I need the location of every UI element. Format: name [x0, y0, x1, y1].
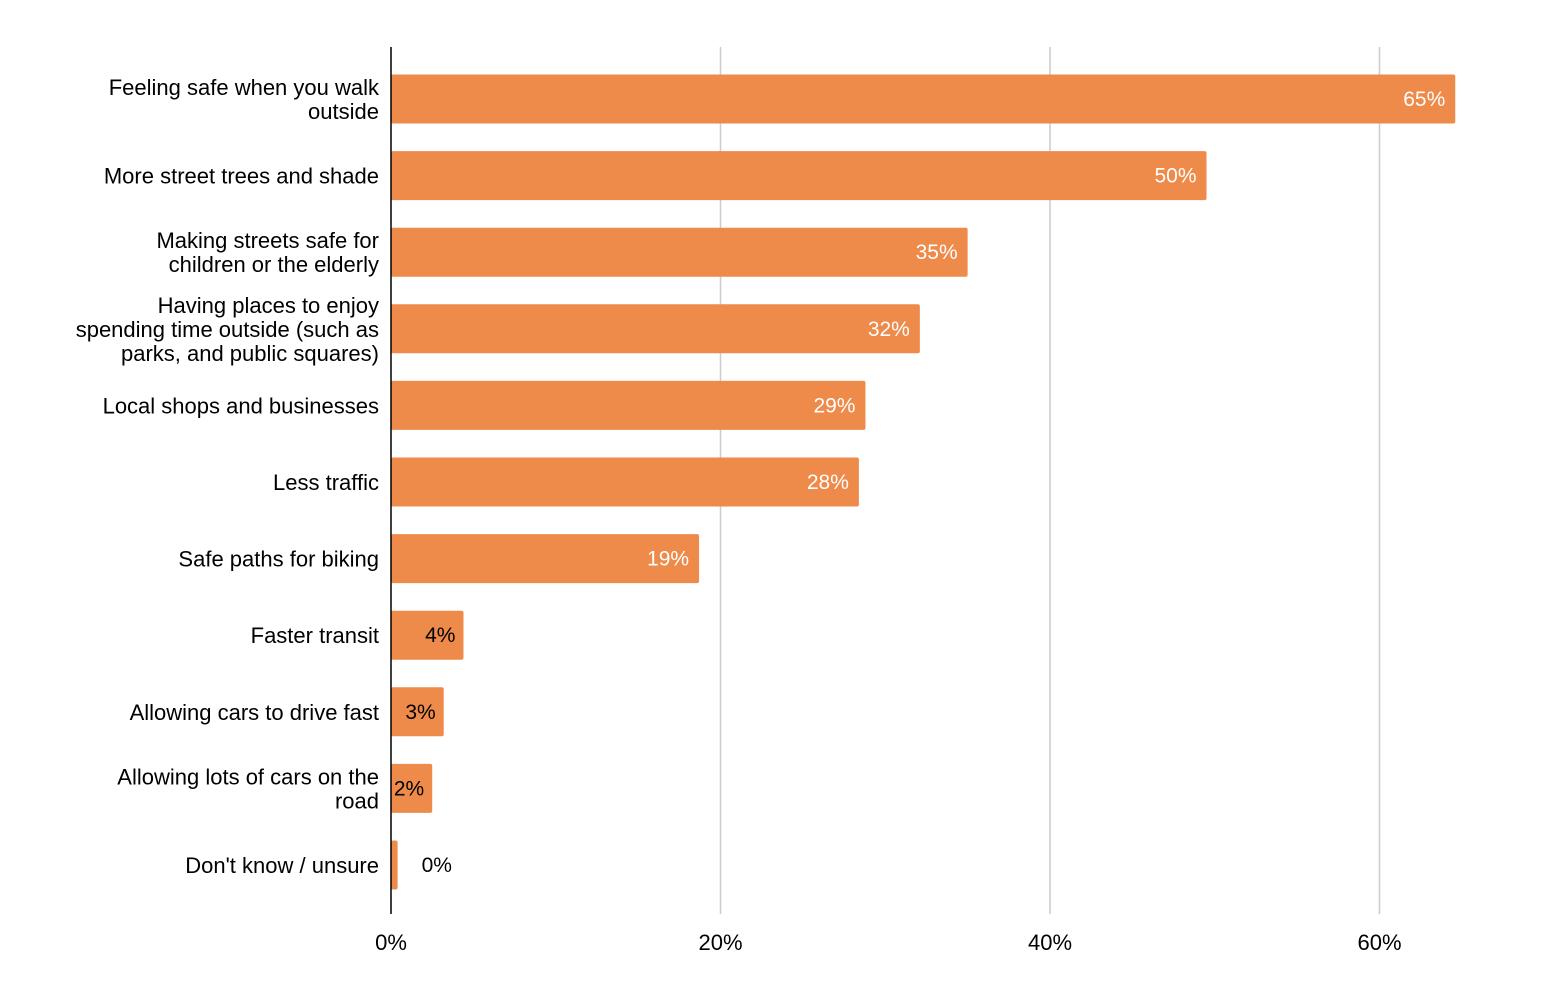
x-tick-label: 40% [1028, 930, 1072, 955]
data-label: 65% [1403, 88, 1445, 111]
bar [391, 151, 1207, 201]
x-tick-label: 60% [1357, 930, 1401, 955]
category-label: More street trees and shade [104, 164, 379, 189]
category-label: children or the elderly [169, 252, 379, 277]
bar [391, 610, 464, 660]
bar [391, 304, 920, 354]
bar [391, 763, 433, 813]
category-label: Making streets safe for [156, 228, 379, 253]
category-label: Less traffic [273, 470, 379, 495]
x-tick-label: 20% [698, 930, 742, 955]
labels: 0% 20% 40% 60% 65% Feeling safe when you walk… [76, 75, 1446, 955]
category-label: outside [308, 99, 379, 124]
category-label: Faster transit [251, 623, 379, 648]
category-label: Having places to enjoy [158, 293, 379, 318]
category-label: spending time outside (such as [76, 317, 379, 342]
category-label: Local shops and businesses [103, 393, 379, 418]
data-label: 29% [813, 394, 855, 417]
category-label: Don't know / unsure [185, 853, 379, 878]
data-label: 19% [647, 548, 689, 571]
bar [391, 227, 968, 277]
data-label: 32% [868, 318, 910, 341]
data-label: 28% [807, 471, 849, 494]
category-label: road [335, 788, 379, 813]
bar [391, 74, 1456, 124]
data-label: 2% [394, 777, 424, 800]
data-label: 50% [1154, 165, 1196, 188]
category-label: Safe paths for biking [178, 547, 379, 572]
category-label: Allowing lots of cars on the [117, 764, 379, 789]
data-label: 3% [405, 701, 435, 724]
x-tick-label: 0% [375, 930, 407, 955]
bar [391, 840, 398, 890]
bar [391, 380, 866, 430]
category-label: Allowing cars to drive fast [130, 700, 379, 725]
category-label: parks, and public squares) [121, 341, 379, 366]
data-label: 4% [425, 624, 455, 647]
data-label: 35% [916, 241, 958, 264]
bar [391, 534, 700, 584]
bar [391, 687, 444, 737]
bar [391, 457, 859, 507]
data-label: 0% [422, 854, 452, 877]
bars [391, 74, 1456, 890]
category-label: Feeling safe when you walk [109, 75, 380, 100]
